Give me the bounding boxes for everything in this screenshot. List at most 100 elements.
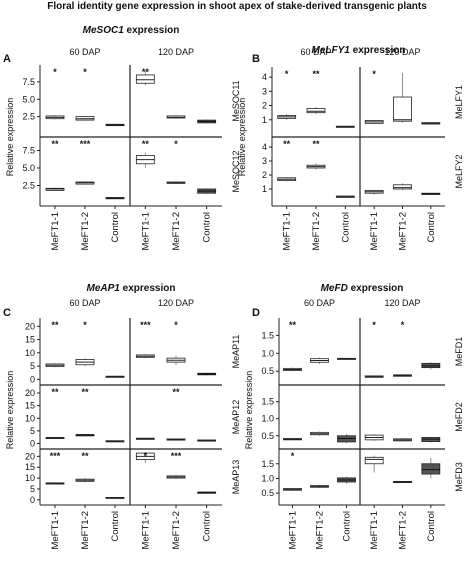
y-tick-label: 2 — [262, 101, 267, 111]
y-tick-label: 0.5 — [261, 366, 274, 376]
significance-stars: *** — [171, 451, 182, 461]
timepoint-label: 120 DAP — [384, 298, 420, 308]
gene-label: MeAP13 — [231, 460, 241, 495]
y-axis-label: Relative expression — [5, 98, 15, 177]
timepoint-label: 60 DAP — [69, 298, 100, 308]
y-tick-label: 1 — [262, 184, 267, 194]
x-group-label: MeFT1-2 — [80, 511, 91, 550]
charts-group: A MeSOC1 expression 60 DAP 120 DAP Relative … — [3, 25, 464, 550]
timepoint-label: 120 DAP — [384, 47, 420, 57]
gene-label: MeAP12 — [231, 400, 241, 435]
y-tick-label: 0.5 — [261, 488, 274, 498]
y-tick-label: 10 — [25, 348, 35, 358]
x-group-label: MeFT1-1 — [140, 511, 151, 550]
y-axis-label: Relative expression — [244, 371, 254, 450]
y-tick-label: 15 — [25, 401, 35, 411]
x-group-label: Control — [110, 511, 121, 542]
y-tick-label: 0 — [30, 438, 35, 448]
y-tick-label: 2 — [262, 170, 267, 180]
figure-title: Floral identity gene expression in shoot… — [47, 1, 427, 12]
y-tick-label: 10 — [25, 473, 35, 483]
x-group-label: MeFT1-1 — [50, 212, 61, 251]
significance-stars: ** — [283, 139, 291, 149]
box-control — [421, 463, 441, 475]
box-meft1-2 — [393, 184, 412, 190]
x-group-label: MeFT1-2 — [398, 511, 409, 550]
x-group-label: MeFT1-2 — [171, 212, 182, 251]
significance-stars: ** — [142, 139, 150, 149]
box-meft1-2 — [393, 96, 412, 122]
chart-c: C MeAP1 expression 60 DAP 120 DAP Relative e… — [3, 283, 241, 550]
y-axis-label: Relative expression — [5, 371, 15, 450]
gene-label: MeFD3 — [454, 462, 464, 492]
x-group-label: MeFT1-1 — [50, 511, 61, 550]
x-group-label: MeFT1-1 — [140, 212, 151, 251]
box-meft1-1 — [364, 456, 384, 465]
timepoint-label: 120 DAP — [158, 47, 194, 57]
significance-stars: * — [285, 69, 289, 79]
y-tick-label: 1.5 — [261, 397, 274, 407]
y-tick-label: 0 — [30, 374, 35, 384]
significance-stars: ** — [81, 387, 89, 397]
x-group-label: MeFT1-2 — [315, 511, 326, 550]
panel-letter: D — [252, 307, 260, 319]
timepoint-label: 120 DAP — [158, 298, 194, 308]
x-group-label: MeFT1-1 — [282, 212, 293, 251]
chart-title-suffix: expression — [348, 283, 404, 294]
x-group-label: Control — [426, 212, 437, 243]
significance-stars: *** — [50, 451, 61, 461]
y-tick-label: 1 — [262, 115, 267, 125]
y-tick-label: 10 — [25, 413, 35, 423]
chart-a: A MeSOC1 expression 60 DAP 120 DAP Relative … — [3, 25, 241, 251]
gene-label: MeSOC11 — [231, 80, 241, 121]
significance-stars: ** — [51, 139, 59, 149]
box-meft1-2 — [306, 108, 326, 114]
panel-letter: B — [252, 53, 260, 65]
chart-title-suffix: expression — [120, 283, 176, 294]
significance-stars: * — [372, 69, 376, 79]
chart-title: MeSOC1 expression — [83, 25, 180, 36]
y-tick-label: 4 — [262, 72, 267, 82]
x-group-label: MeFT1-2 — [398, 212, 409, 251]
significance-stars: ** — [81, 451, 89, 461]
x-group-label: MeFT1-1 — [288, 511, 299, 550]
gene-label: MeAP11 — [231, 335, 241, 369]
x-group-label: Control — [342, 511, 353, 542]
significance-stars: * — [372, 320, 376, 330]
y-tick-label: 7.5 — [22, 146, 35, 156]
chart-title-gene: MeLFY1 — [312, 45, 351, 56]
chart-title-gene: MeAP1 — [87, 283, 121, 294]
significance-stars: ** — [289, 320, 297, 330]
y-tick-label: 1.5 — [261, 330, 274, 340]
timepoint-label: 60 DAP — [69, 47, 100, 57]
chart-title: MeLFY1 expression — [312, 45, 406, 56]
significance-stars: * — [83, 320, 87, 330]
significance-stars: ** — [51, 387, 59, 397]
chart-title-gene: MeSOC1 — [83, 25, 125, 36]
panel-letter: A — [3, 53, 11, 65]
significance-stars: ** — [51, 320, 59, 330]
gene-label: MeLFY1 — [454, 85, 464, 119]
significance-stars: *** — [140, 320, 151, 330]
y-tick-label: 0.5 — [261, 431, 274, 441]
gene-label: MeFD1 — [454, 337, 464, 367]
significance-stars: ** — [312, 139, 320, 149]
significance-stars: * — [401, 320, 405, 330]
chart-title-gene: MeFD — [321, 283, 348, 294]
y-tick-label: 1.0 — [261, 348, 274, 358]
gene-label: MeLFY2 — [454, 154, 464, 188]
y-tick-label: 15 — [25, 335, 35, 345]
y-tick-label: 1.0 — [261, 473, 274, 483]
y-tick-label: 20 — [25, 321, 35, 331]
x-group-label: Control — [110, 212, 121, 243]
y-tick-label: 5.0 — [22, 94, 35, 104]
box-meft1-1 — [135, 74, 155, 84]
x-group-label: MeFT1-2 — [311, 212, 322, 251]
y-tick-label: 1.0 — [261, 414, 274, 424]
y-tick-label: 5 — [30, 484, 35, 494]
x-group-label: Control — [202, 212, 213, 243]
significance-stars: * — [174, 139, 178, 149]
panel-letter: C — [3, 307, 11, 319]
chart-title: MeAP1 expression — [87, 283, 176, 294]
